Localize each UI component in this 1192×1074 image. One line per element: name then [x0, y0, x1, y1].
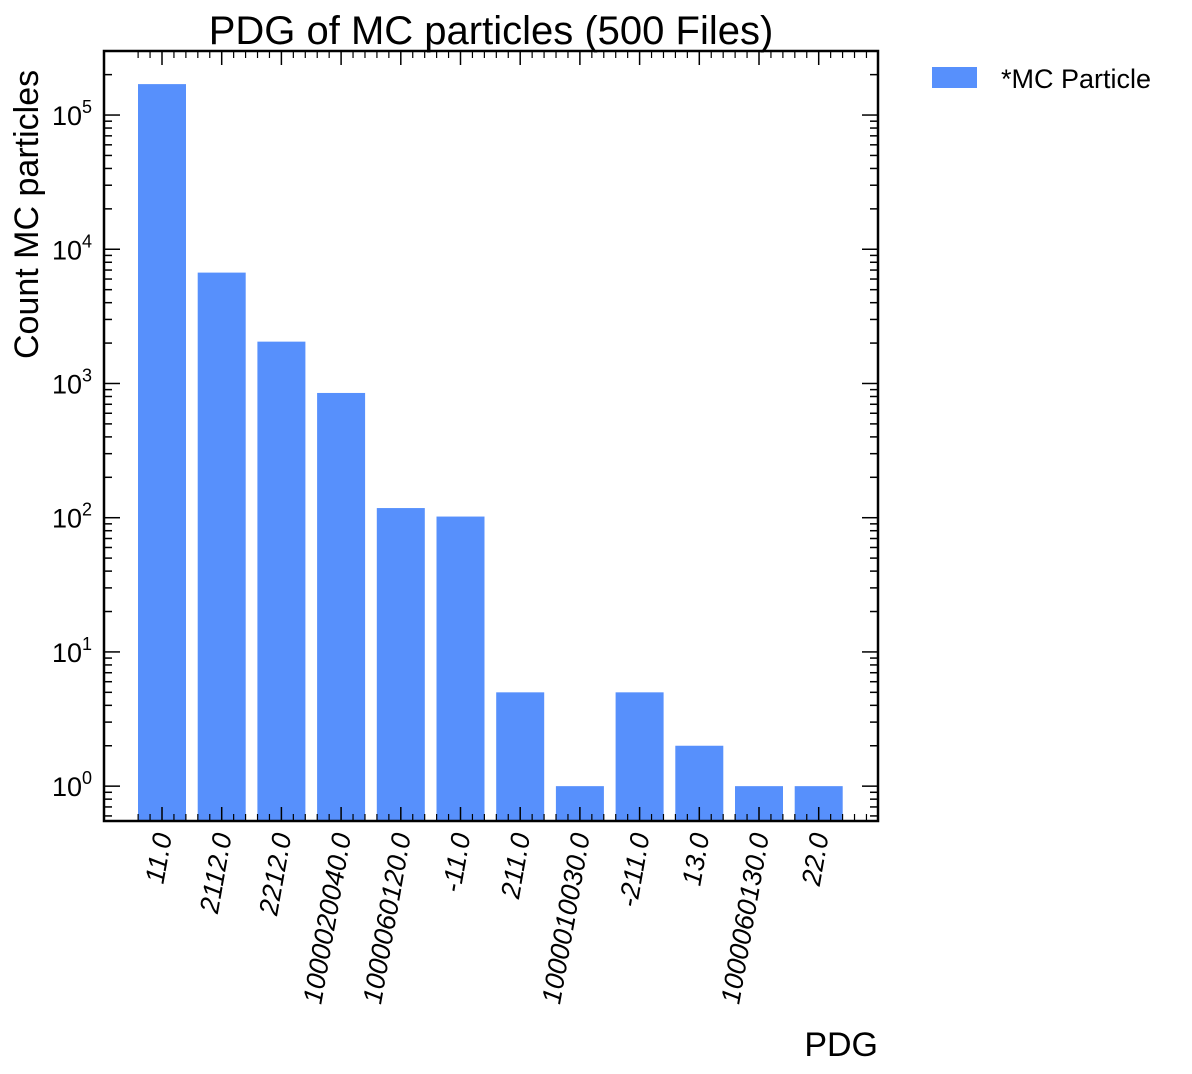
x-tick-label: 1000010030.0	[536, 831, 596, 1006]
bar	[436, 516, 485, 821]
y-axis-ticks: 100 101 102 103 104 105	[52, 50, 878, 817]
x-tick-label: 211.0	[495, 831, 536, 902]
y-tick-label: 102	[52, 500, 92, 534]
y-axis-title: Count MC particles	[8, 70, 46, 359]
x-axis-title: PDG	[804, 1026, 878, 1064]
plot-frame	[102, 49, 880, 823]
y-tick-label: 100	[52, 768, 92, 802]
x-axis-ticks: 11.0 2112.0 2212.0 1000020040.0 1000060120.0…	[137, 51, 868, 1006]
y-tick-label: 101	[52, 634, 92, 668]
bar	[615, 692, 664, 821]
x-tick-label: 11.0	[140, 831, 178, 886]
legend: *MC Particle	[932, 64, 1151, 94]
x-tick-label: -211.0	[613, 831, 655, 910]
bar	[197, 272, 246, 821]
x-tick-label: 1000060130.0	[715, 831, 775, 1006]
legend-label: *MC Particle	[1001, 64, 1151, 94]
y-tick-label: 105	[52, 97, 92, 131]
y-tick-label: 103	[52, 365, 92, 399]
bar	[257, 341, 306, 821]
y-tick-label: 104	[52, 231, 92, 265]
legend-swatch	[932, 67, 977, 88]
bar	[376, 508, 425, 821]
chart-title: PDG of MC particles (500 Files)	[209, 9, 774, 53]
x-tick-label: 13.0	[677, 831, 716, 888]
bar	[317, 392, 366, 821]
bar	[138, 84, 186, 821]
x-tick-label: 22.0	[796, 831, 835, 889]
bar	[496, 692, 545, 821]
x-tick-label: 1000020040.0	[297, 831, 357, 1006]
x-tick-label: 2212.0	[253, 831, 297, 919]
x-tick-label: 2112.0	[194, 831, 238, 917]
x-tick-label: -11.0	[437, 831, 477, 895]
x-tick-label: 1000060120.0	[357, 831, 417, 1006]
bars	[138, 84, 843, 821]
